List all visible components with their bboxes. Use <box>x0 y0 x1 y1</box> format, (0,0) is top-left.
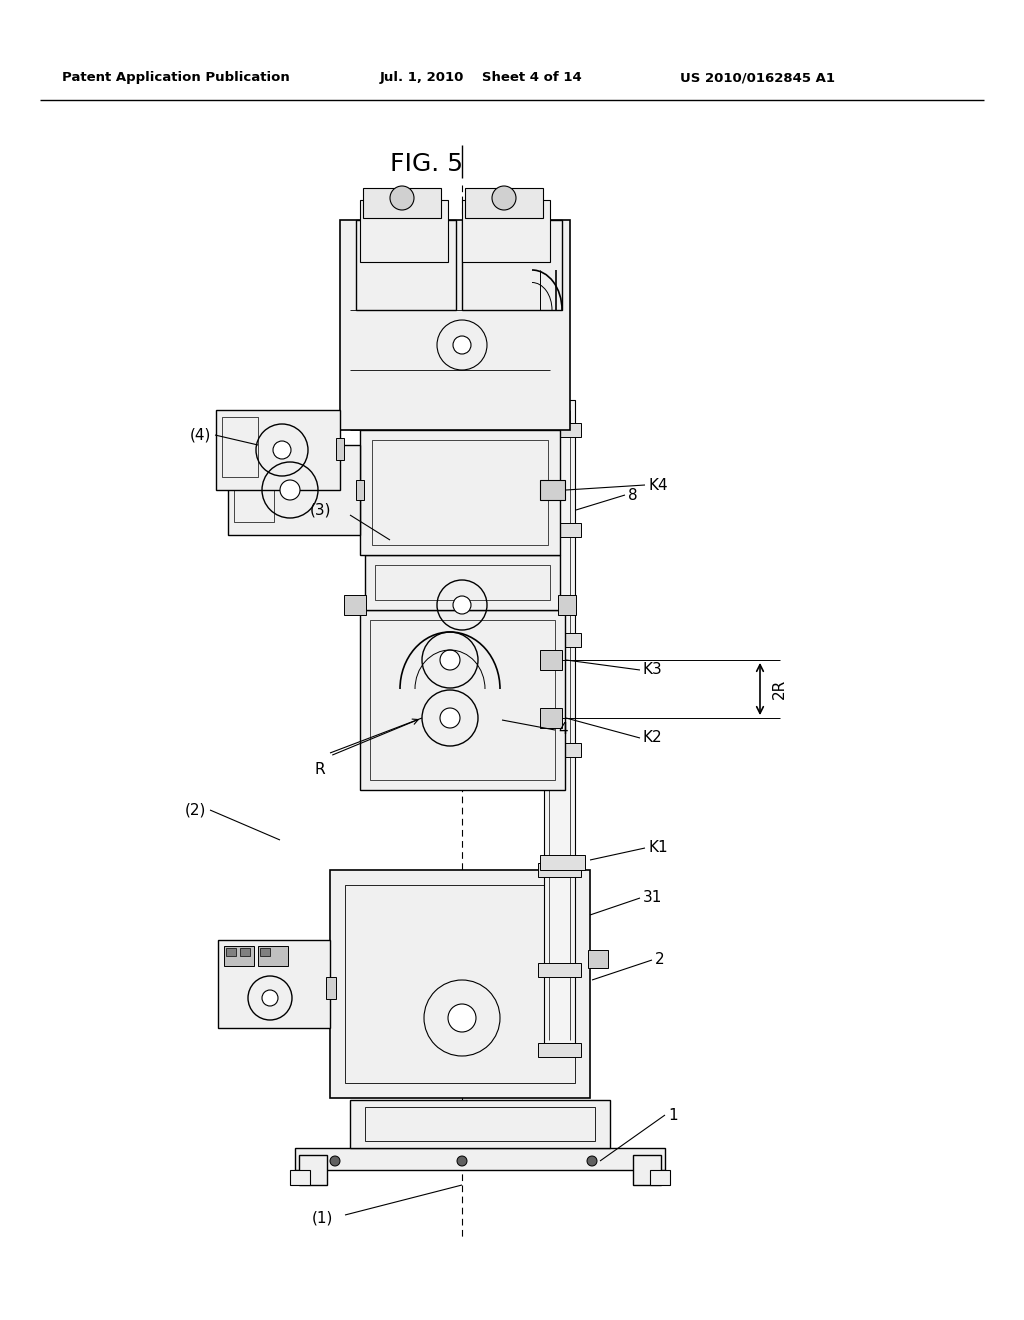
Circle shape <box>453 337 471 354</box>
Text: Patent Application Publication: Patent Application Publication <box>62 71 290 84</box>
Text: 2R: 2R <box>772 678 787 700</box>
Bar <box>218 940 330 1028</box>
Bar <box>356 480 364 500</box>
Circle shape <box>440 708 460 729</box>
Bar <box>588 950 608 968</box>
Bar <box>650 1170 670 1185</box>
Bar <box>544 400 575 1049</box>
Bar <box>299 1155 327 1185</box>
Bar <box>633 1155 662 1185</box>
Bar <box>538 743 581 756</box>
Bar <box>290 1170 310 1185</box>
Text: (3): (3) <box>310 503 332 517</box>
Bar <box>345 884 575 1082</box>
Bar <box>538 1043 581 1057</box>
Bar <box>462 220 562 310</box>
Circle shape <box>280 480 300 500</box>
Text: 1: 1 <box>668 1107 678 1122</box>
Bar <box>538 523 581 537</box>
Bar <box>234 451 274 521</box>
Circle shape <box>273 441 291 459</box>
Bar <box>375 565 550 601</box>
Text: R: R <box>315 763 326 777</box>
Bar <box>540 649 562 671</box>
Bar <box>326 977 336 999</box>
Bar <box>226 948 236 956</box>
Bar <box>222 417 258 477</box>
Text: Jul. 1, 2010    Sheet 4 of 14: Jul. 1, 2010 Sheet 4 of 14 <box>380 71 583 84</box>
Text: 8: 8 <box>628 487 638 503</box>
Text: K4: K4 <box>648 478 668 492</box>
Bar <box>240 948 250 956</box>
Bar <box>360 201 449 261</box>
Bar <box>360 610 565 789</box>
Bar <box>350 1100 610 1148</box>
Text: (4): (4) <box>190 428 211 442</box>
Bar <box>356 220 456 310</box>
Text: (2): (2) <box>185 803 207 817</box>
Circle shape <box>449 1005 476 1032</box>
Bar <box>360 430 560 554</box>
Circle shape <box>457 1156 467 1166</box>
Bar <box>538 634 581 647</box>
Bar <box>258 946 288 966</box>
Bar <box>365 1107 595 1140</box>
Circle shape <box>440 649 460 671</box>
Bar <box>558 595 575 615</box>
Bar <box>228 445 360 535</box>
Text: K1: K1 <box>648 841 668 855</box>
Bar <box>260 948 270 956</box>
Circle shape <box>262 990 278 1006</box>
Text: 31: 31 <box>643 891 663 906</box>
Bar <box>340 220 570 430</box>
Bar <box>462 201 550 261</box>
Circle shape <box>390 186 414 210</box>
Bar <box>540 480 565 500</box>
Text: US 2010/0162845 A1: US 2010/0162845 A1 <box>680 71 835 84</box>
Circle shape <box>453 597 471 614</box>
Circle shape <box>492 186 516 210</box>
Bar <box>538 964 581 977</box>
Bar <box>362 187 441 218</box>
Text: (1): (1) <box>312 1210 334 1225</box>
Bar <box>216 411 340 490</box>
Bar <box>336 438 344 459</box>
Bar <box>295 1148 665 1170</box>
Bar <box>540 708 562 729</box>
Text: K2: K2 <box>643 730 663 746</box>
Text: K3: K3 <box>643 663 663 677</box>
Text: 2: 2 <box>655 953 665 968</box>
Circle shape <box>587 1156 597 1166</box>
Bar <box>344 595 366 615</box>
Bar <box>538 422 581 437</box>
Bar <box>465 187 543 218</box>
Bar <box>370 620 555 780</box>
Bar <box>540 855 585 870</box>
Bar <box>365 554 560 610</box>
Bar <box>224 946 254 966</box>
Circle shape <box>330 1156 340 1166</box>
Text: FIG. 5: FIG. 5 <box>390 152 463 176</box>
Bar <box>372 440 548 545</box>
Bar <box>538 863 581 876</box>
Bar <box>330 870 590 1098</box>
Text: 4: 4 <box>558 722 567 738</box>
